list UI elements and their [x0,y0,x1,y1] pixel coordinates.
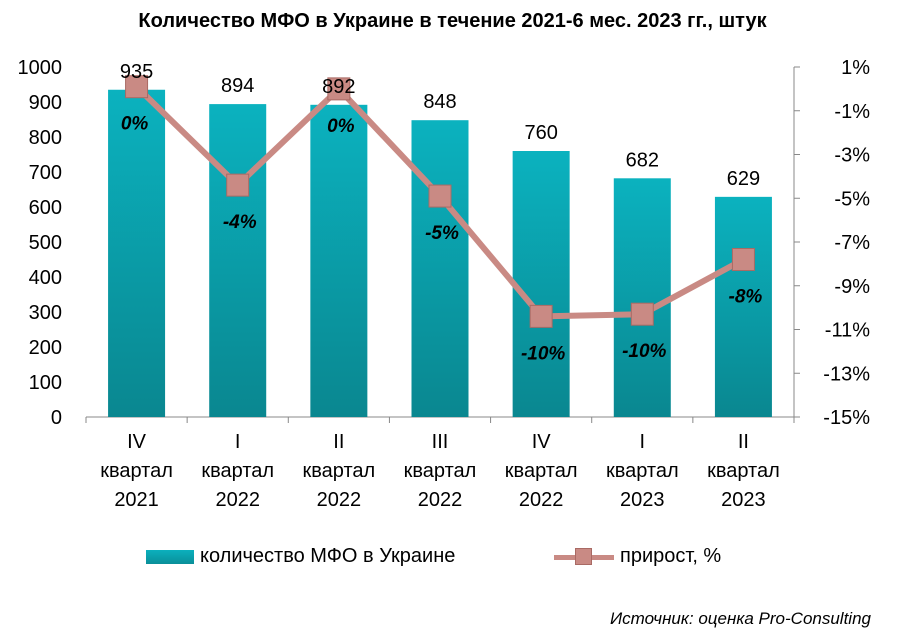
x-tick-label: квартал [201,460,274,482]
growth-value-label: 0% [121,114,149,135]
x-tick-label: 2022 [317,489,362,511]
legend-label-line: прирост, % [620,545,722,567]
x-tick-label: 2023 [620,489,665,511]
y-right-tick-label: -15% [823,407,870,429]
y-left-tick-label: 300 [29,302,62,324]
growth-point [226,173,250,197]
bars [108,89,772,418]
y-right-tick-label: -9% [834,276,870,298]
x-tick-label: квартал [100,460,173,482]
y-left-tick-label: 900 [29,92,62,114]
x-tick-label: I [235,431,241,453]
y-left-tick-label: 200 [29,337,62,359]
x-tick-label: III [432,431,449,453]
x-tick-label: квартал [707,460,780,482]
y-left-tick-label: 700 [29,162,62,184]
x-tick-label: IV [532,431,552,453]
y-right-tick-label: -13% [823,363,870,385]
x-tick-label: II [333,431,344,453]
legend-item-bars: количество МФО в Украине [146,545,455,568]
growth-value-label: -8% [729,287,763,308]
legend-line-swatch [554,547,614,567]
growth-line [125,75,755,328]
bar-value-label: 848 [423,91,456,113]
bar-value-label: 682 [626,149,659,171]
growth-point [327,77,351,101]
y-left-tick-label: 600 [29,197,62,219]
growth-point [731,248,755,271]
bar-value-label: 760 [524,122,557,144]
source-note: Источник: оценка Pro-Consulting [609,609,871,628]
y-right-tick-label: -5% [834,188,870,210]
growth-point [529,304,553,328]
x-tick-label: квартал [303,460,376,482]
x-tick-label: IV [127,431,147,453]
bar [512,151,570,417]
axes: 100090080070060050040030020010001%-1%-3%… [18,57,871,511]
bar [108,89,166,417]
bar [613,178,671,417]
y-right-tick-label: -1% [834,101,870,123]
legend-label-bars: количество МФО в Украине [200,545,456,567]
y-left-tick-label: 500 [29,232,62,254]
growth-point [630,302,654,326]
x-tick-label: квартал [505,460,578,482]
x-tick-label: I [640,431,646,453]
bar-value-label: 894 [221,75,254,97]
bar [714,196,772,417]
y-left-tick-label: 100 [29,372,62,394]
bar-value-label: 892 [322,76,355,98]
growth-value-label: 0% [327,116,355,137]
x-tick-label: квартал [404,460,477,482]
x-tick-label: 2022 [418,489,463,511]
x-tick-label: 2023 [721,489,766,511]
growth-value-label: -10% [521,343,565,364]
growth-value-label: -5% [425,223,459,244]
y-left-tick-label: 800 [29,127,62,149]
bar-value-label: 629 [727,168,760,190]
x-tick-label: II [738,431,749,453]
growth-value-label: -10% [622,341,666,362]
y-right-tick-label: -7% [834,232,870,254]
legend: количество МФО в Украине прирост, % [0,545,905,573]
x-tick-label: 2021 [114,489,159,511]
data-labels: 935 894 892 848 760 682 629 0% -4% 0% -5% -10% -10% -… [120,61,763,365]
x-tick-label: 2022 [519,489,564,511]
bar [310,104,368,418]
x-tick-label: 2022 [215,489,260,511]
x-tick-label: квартал [606,460,679,482]
y-right-tick-label: 1% [841,57,870,79]
legend-item-line: прирост, % [554,545,721,568]
y-right-tick-label: -3% [834,145,870,167]
growth-point [125,75,149,99]
y-left-tick-label: 400 [29,267,62,289]
bar [411,120,469,417]
growth-value-label: -4% [223,212,257,233]
legend-bar-swatch [146,549,194,564]
y-left-tick-label: 0 [51,407,62,429]
bar [209,104,267,417]
growth-point [428,184,452,208]
chart-title: Количество МФО в Украине в течение 2021-… [138,10,767,32]
y-left-tick-label: 1000 [18,57,63,79]
bar-value-label: 935 [120,61,153,83]
y-right-tick-label: -11% [825,320,870,342]
